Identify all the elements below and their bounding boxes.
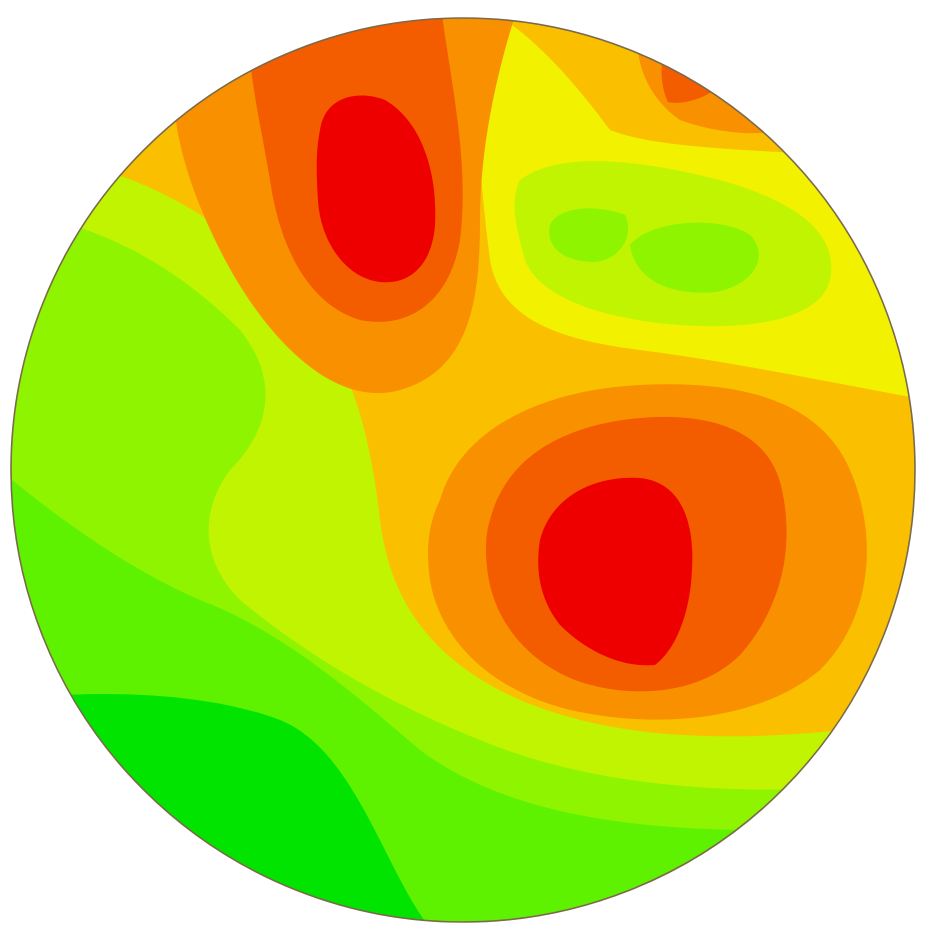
contour-band-red-lower-right (538, 477, 693, 666)
contour-band-red-upper (316, 95, 436, 283)
contour-band-lime-spot-b (630, 222, 759, 293)
contour-band-lime-spot-a (549, 208, 629, 262)
plot-boundary-circle (10, 17, 916, 923)
